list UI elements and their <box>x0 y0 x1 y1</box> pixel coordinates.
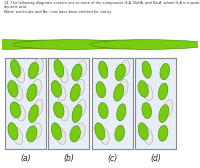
Ellipse shape <box>160 64 169 80</box>
Ellipse shape <box>8 80 18 97</box>
Ellipse shape <box>70 84 80 101</box>
Ellipse shape <box>76 99 86 117</box>
Ellipse shape <box>0 40 64 49</box>
Ellipse shape <box>28 62 39 79</box>
Ellipse shape <box>56 84 66 101</box>
Text: = HA$^{-}$: = HA$^{-}$ <box>108 40 127 49</box>
Ellipse shape <box>75 123 85 139</box>
Text: (a): (a) <box>20 154 31 163</box>
Ellipse shape <box>51 123 61 140</box>
Ellipse shape <box>72 105 82 122</box>
Text: (d): (d) <box>150 154 161 163</box>
Ellipse shape <box>158 125 168 141</box>
Ellipse shape <box>31 123 42 139</box>
Text: (b): (b) <box>63 154 74 163</box>
Ellipse shape <box>29 105 38 123</box>
Text: 24. The following diagrams contain one or more of the compounds H₂A, NaHA, and N: 24. The following diagrams contain one o… <box>4 1 200 14</box>
Ellipse shape <box>142 61 151 78</box>
Text: = H$_2$A: = H$_2$A <box>33 40 52 49</box>
Ellipse shape <box>99 61 108 78</box>
Ellipse shape <box>13 84 23 101</box>
Ellipse shape <box>95 123 105 140</box>
Ellipse shape <box>54 59 64 77</box>
Ellipse shape <box>115 125 125 141</box>
Ellipse shape <box>90 40 200 49</box>
Ellipse shape <box>117 104 126 121</box>
Ellipse shape <box>58 65 68 83</box>
Ellipse shape <box>33 58 43 75</box>
Ellipse shape <box>143 127 153 144</box>
Ellipse shape <box>15 105 25 121</box>
Ellipse shape <box>120 60 130 77</box>
Ellipse shape <box>163 99 173 117</box>
Ellipse shape <box>75 79 85 96</box>
Ellipse shape <box>159 105 169 122</box>
Ellipse shape <box>115 64 125 81</box>
Text: (c): (c) <box>107 154 117 163</box>
Ellipse shape <box>72 64 82 81</box>
Ellipse shape <box>10 102 21 118</box>
Ellipse shape <box>96 82 106 98</box>
Ellipse shape <box>27 126 37 142</box>
Ellipse shape <box>12 127 23 145</box>
Ellipse shape <box>11 59 20 77</box>
Ellipse shape <box>58 105 69 121</box>
Ellipse shape <box>33 99 43 117</box>
Ellipse shape <box>138 123 148 140</box>
Ellipse shape <box>76 60 87 77</box>
Ellipse shape <box>13 40 138 49</box>
Ellipse shape <box>142 103 152 119</box>
Ellipse shape <box>31 79 41 96</box>
Ellipse shape <box>0 40 120 49</box>
Ellipse shape <box>51 81 62 97</box>
Ellipse shape <box>143 84 153 101</box>
Ellipse shape <box>158 83 168 100</box>
Ellipse shape <box>114 84 124 101</box>
Ellipse shape <box>138 81 148 97</box>
Ellipse shape <box>54 102 64 118</box>
Ellipse shape <box>98 103 108 119</box>
Ellipse shape <box>8 123 18 140</box>
Text: = A$^{2-}$: = A$^{2-}$ <box>165 40 183 49</box>
Ellipse shape <box>15 65 25 83</box>
Ellipse shape <box>56 127 66 144</box>
Ellipse shape <box>70 126 80 142</box>
Ellipse shape <box>69 40 194 49</box>
Ellipse shape <box>99 127 109 144</box>
Ellipse shape <box>27 84 37 101</box>
Ellipse shape <box>118 79 128 97</box>
